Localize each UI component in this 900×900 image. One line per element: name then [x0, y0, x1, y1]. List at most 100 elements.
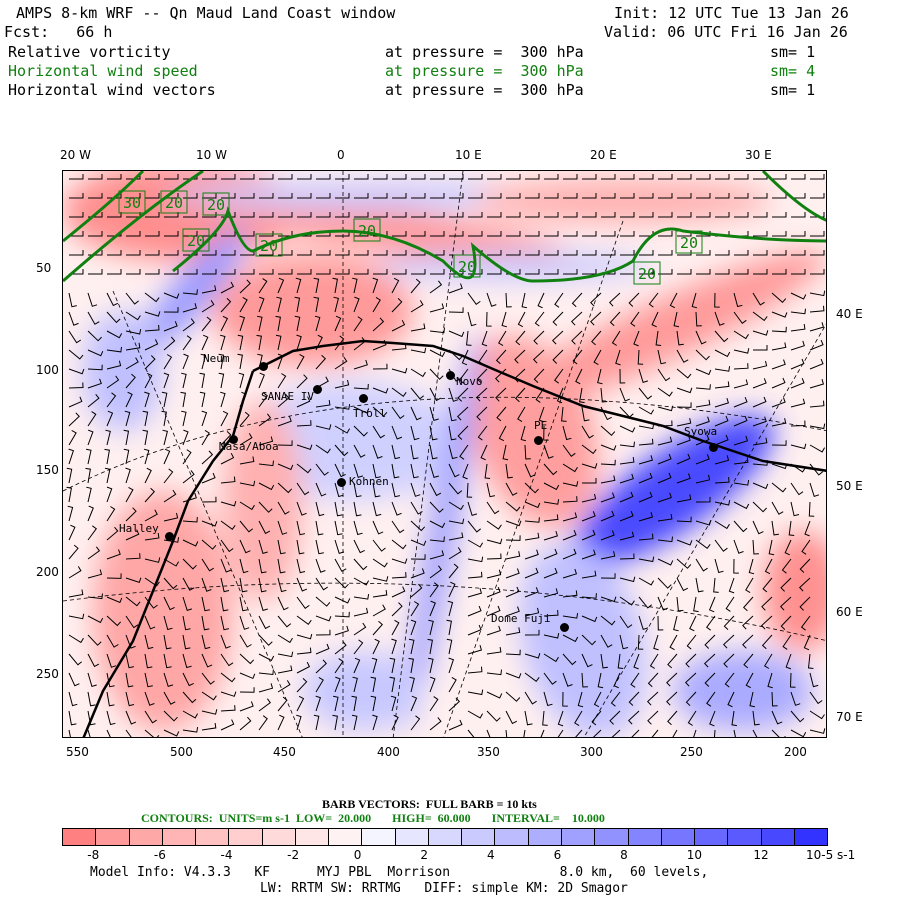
station-label: Kohnen — [349, 475, 389, 488]
wind-barb — [804, 520, 811, 537]
wind-barb — [391, 586, 406, 598]
wind-barb — [486, 520, 502, 530]
wind-barb — [429, 550, 445, 560]
wind-barb — [788, 520, 795, 536]
top-tick-label: 20 W — [60, 148, 91, 162]
colorbar-tick-label: 0 — [353, 848, 362, 862]
wind-barb — [88, 193, 103, 199]
wind-barb — [790, 420, 806, 427]
wind-barb — [277, 680, 291, 693]
wind-barb — [742, 596, 754, 612]
wind-barb — [163, 710, 178, 722]
wind-barb — [639, 193, 654, 199]
wind-barb — [581, 463, 598, 469]
wind-barb — [673, 311, 680, 328]
wind-barb — [600, 425, 616, 437]
wind-barb — [107, 250, 122, 256]
wind-barb — [713, 729, 716, 737]
wind-barb — [144, 355, 156, 370]
wind-barb — [468, 193, 483, 199]
wind-barb — [68, 653, 83, 666]
wind-barb — [106, 672, 115, 688]
wind-barb — [351, 714, 358, 731]
wind-barb — [315, 424, 332, 430]
wind-barb — [258, 634, 273, 646]
wind-barb — [669, 292, 678, 309]
wind-barb — [296, 396, 311, 408]
wind-barb — [600, 459, 616, 466]
wind-barb — [87, 393, 100, 408]
colorbar-tick-label: 2 — [420, 848, 428, 862]
wind-barb — [790, 482, 804, 496]
wind-barb — [637, 634, 644, 650]
wind-barb — [715, 174, 730, 180]
field-level: at pressure = 300 hPa — [385, 81, 584, 99]
wind-barb — [696, 269, 711, 275]
contour-label-box — [633, 261, 661, 285]
wind-barb — [66, 467, 73, 484]
colorbar-swatch — [528, 829, 562, 845]
wind-barb — [69, 250, 84, 256]
wind-barb — [408, 638, 415, 655]
wind-barb — [87, 429, 94, 446]
wind-barb — [525, 174, 540, 180]
wind-barb — [315, 695, 322, 712]
wind-barb — [125, 467, 131, 484]
wind-barb — [353, 406, 370, 414]
wind-barb — [459, 444, 469, 460]
wind-barb — [391, 520, 405, 534]
field-name: Horizontal wind vectors — [8, 81, 216, 99]
wind-barb — [801, 539, 811, 555]
wind-barb — [532, 349, 545, 364]
wind-barb — [86, 448, 92, 465]
wind-barb — [687, 710, 697, 726]
wind-barb — [695, 577, 704, 593]
wind-barb — [714, 477, 730, 484]
wind-barb — [791, 212, 806, 218]
wind-barb — [799, 596, 811, 611]
wind-barb — [591, 710, 602, 726]
wind-barb — [201, 577, 212, 592]
bottom-tick-label: 350 — [477, 745, 500, 759]
wind-barb — [164, 231, 179, 237]
wind-barb — [476, 368, 488, 383]
bottom-tick-label: 550 — [66, 745, 89, 759]
wind-barb — [653, 634, 659, 651]
wind-barb — [429, 349, 446, 358]
wind-barb — [296, 482, 310, 496]
wind-barb — [258, 558, 267, 574]
wind-barb — [218, 353, 225, 370]
wind-barb — [505, 535, 521, 541]
wind-barb — [182, 691, 197, 704]
colorbar — [62, 828, 828, 846]
wind-barb — [581, 570, 597, 579]
wind-barb — [592, 729, 602, 737]
wind-barb — [709, 710, 716, 727]
colorbar-swatch — [628, 829, 662, 845]
wind-barb — [742, 615, 754, 630]
wind-barb — [448, 283, 463, 294]
wind-barb — [201, 472, 216, 484]
wind-barb — [461, 349, 469, 366]
wind-barb — [505, 606, 520, 617]
wind-barb — [772, 231, 787, 237]
wind-barb — [506, 231, 521, 237]
wind-barb — [486, 605, 501, 617]
wind-barb — [597, 368, 603, 385]
wind-barb — [145, 231, 160, 237]
wind-barb — [125, 634, 136, 649]
wind-barb — [705, 615, 716, 631]
wind-barb — [524, 672, 540, 682]
wind-barb — [544, 250, 559, 256]
wind-barb — [467, 729, 475, 737]
wind-barb — [486, 553, 502, 560]
wind-barb — [68, 589, 84, 598]
wind-barb — [163, 672, 174, 688]
wind-barb — [695, 311, 702, 327]
wind-barb — [538, 406, 545, 423]
wind-barb — [619, 473, 634, 484]
station-marker — [229, 435, 238, 444]
colorbar-swatch — [761, 829, 795, 845]
wind-barb — [577, 691, 584, 708]
wind-barb — [689, 615, 697, 632]
